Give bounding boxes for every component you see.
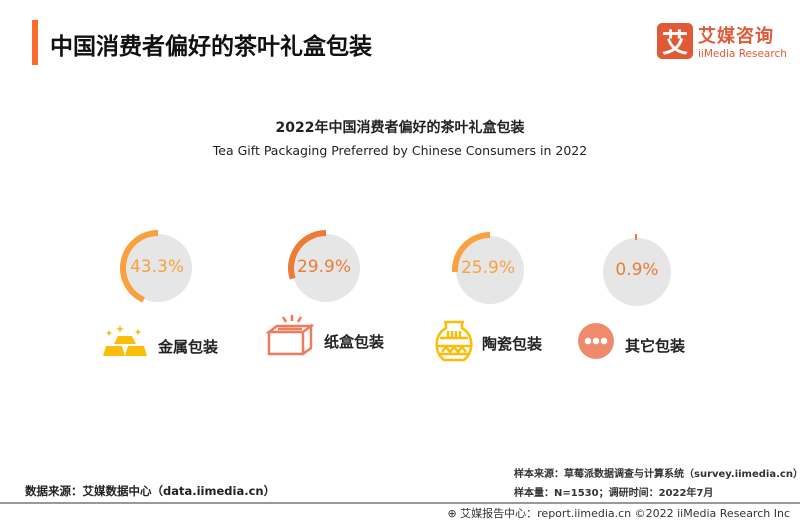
- category-label-0: 金属包装: [158, 336, 218, 357]
- category-label-1: 纸盒包装: [324, 331, 384, 352]
- copyright: ⊕ 艾媒报告中心：report.iimedia.cn ©2022 iiMedia…: [447, 505, 790, 521]
- category-label-3: 其它包装: [625, 335, 685, 356]
- gold-bars-icon: [102, 322, 150, 358]
- value-label-3: 0.9%: [587, 260, 687, 280]
- more-dots-icon: [578, 323, 614, 359]
- category-label-2: 陶瓷包装: [482, 333, 542, 354]
- footer-divider: [0, 502, 800, 504]
- globe-icon: ⊕: [447, 507, 460, 520]
- ceramic-jar-icon: [434, 320, 474, 362]
- data-source: 数据来源：艾媒数据中心（data.iimedia.cn）: [25, 483, 275, 499]
- copyright-text: 艾媒报告中心：report.iimedia.cn ©2022 iiMedia R…: [460, 507, 790, 520]
- sample-size: 样本量：N=1530；调研时间：2022年7月: [514, 484, 713, 499]
- value-label-0: 43.3%: [107, 257, 207, 277]
- box-icon: [266, 314, 314, 358]
- value-label-1: 29.9%: [274, 257, 374, 277]
- sample-source: 样本来源：草莓派数据调查与计算系统（survey.iimedia.cn）: [514, 465, 800, 480]
- value-label-2: 25.9%: [438, 258, 538, 278]
